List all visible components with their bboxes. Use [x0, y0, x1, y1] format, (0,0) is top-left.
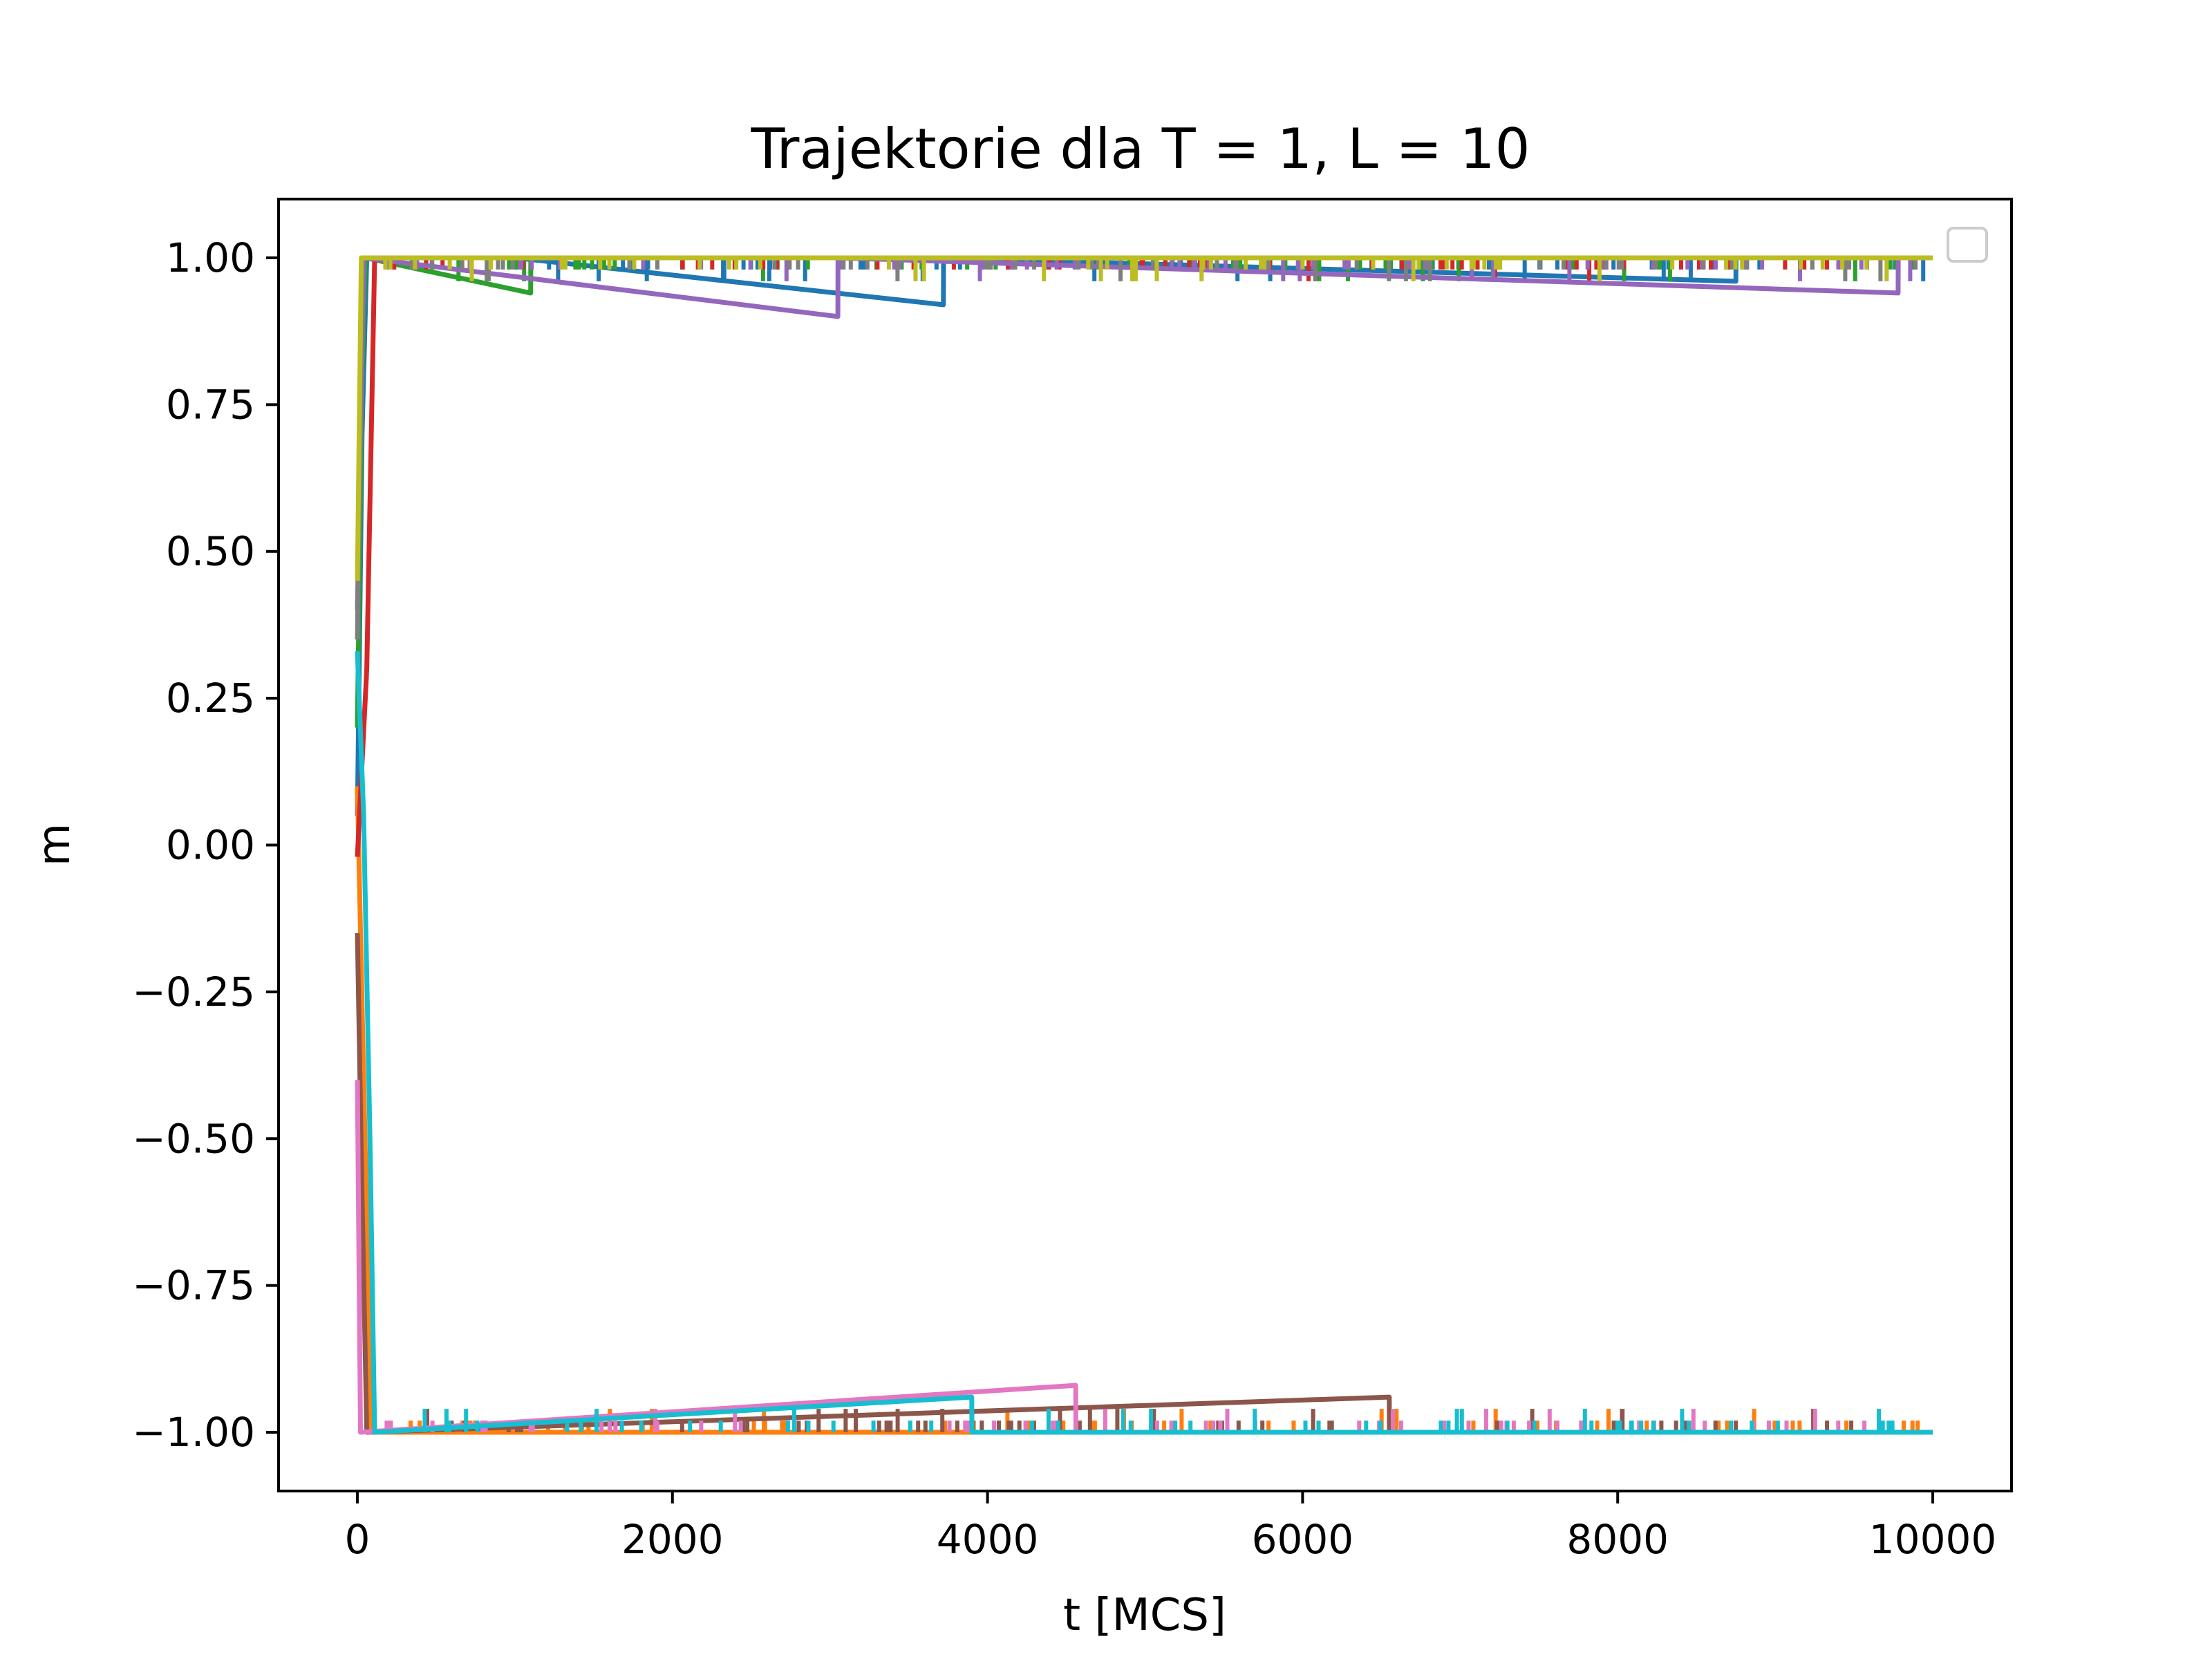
- x-tick-label: 8000: [1566, 1516, 1669, 1563]
- series-line: [355, 650, 1933, 1435]
- y-tick-label: −0.50: [132, 1115, 255, 1162]
- series-line: [355, 255, 1933, 581]
- series-layer: [355, 255, 1933, 1435]
- series-fluctuations: [422, 1409, 1895, 1432]
- x-tick-label: 6000: [1252, 1516, 1354, 1563]
- x-axis-label: t [MCS]: [1063, 1590, 1226, 1641]
- x-tick-label: 10000: [1869, 1516, 1997, 1563]
- legend-box: [1947, 227, 1988, 263]
- y-tick-label: −0.25: [132, 968, 255, 1015]
- y-tick-label: 0.75: [166, 381, 255, 428]
- chart-title: Trajektorie dla T = 1, L = 10: [750, 117, 1530, 181]
- x-axis: 0 2000 4000 6000 8000 10000: [345, 1491, 1997, 1563]
- y-tick-label: 1.00: [166, 234, 255, 281]
- y-tick-label: −0.75: [132, 1262, 255, 1309]
- plot-area: [279, 199, 2012, 1491]
- x-tick-label: 2000: [621, 1516, 724, 1563]
- x-tick-label: 0: [345, 1516, 371, 1563]
- y-tick-label: 0.25: [166, 675, 255, 722]
- series-fluctuations: [383, 258, 1889, 281]
- y-tick-label: 0.50: [166, 528, 255, 575]
- x-tick-label: 4000: [937, 1516, 1039, 1563]
- y-tick-label: −1.00: [132, 1409, 255, 1456]
- y-axis-label: m: [29, 823, 80, 866]
- y-tick-label: 0.00: [166, 822, 255, 869]
- y-axis: −1.00 −0.75 −0.50 −0.25 0.00 0.25 0.50 0.75 1.00: [132, 234, 279, 1456]
